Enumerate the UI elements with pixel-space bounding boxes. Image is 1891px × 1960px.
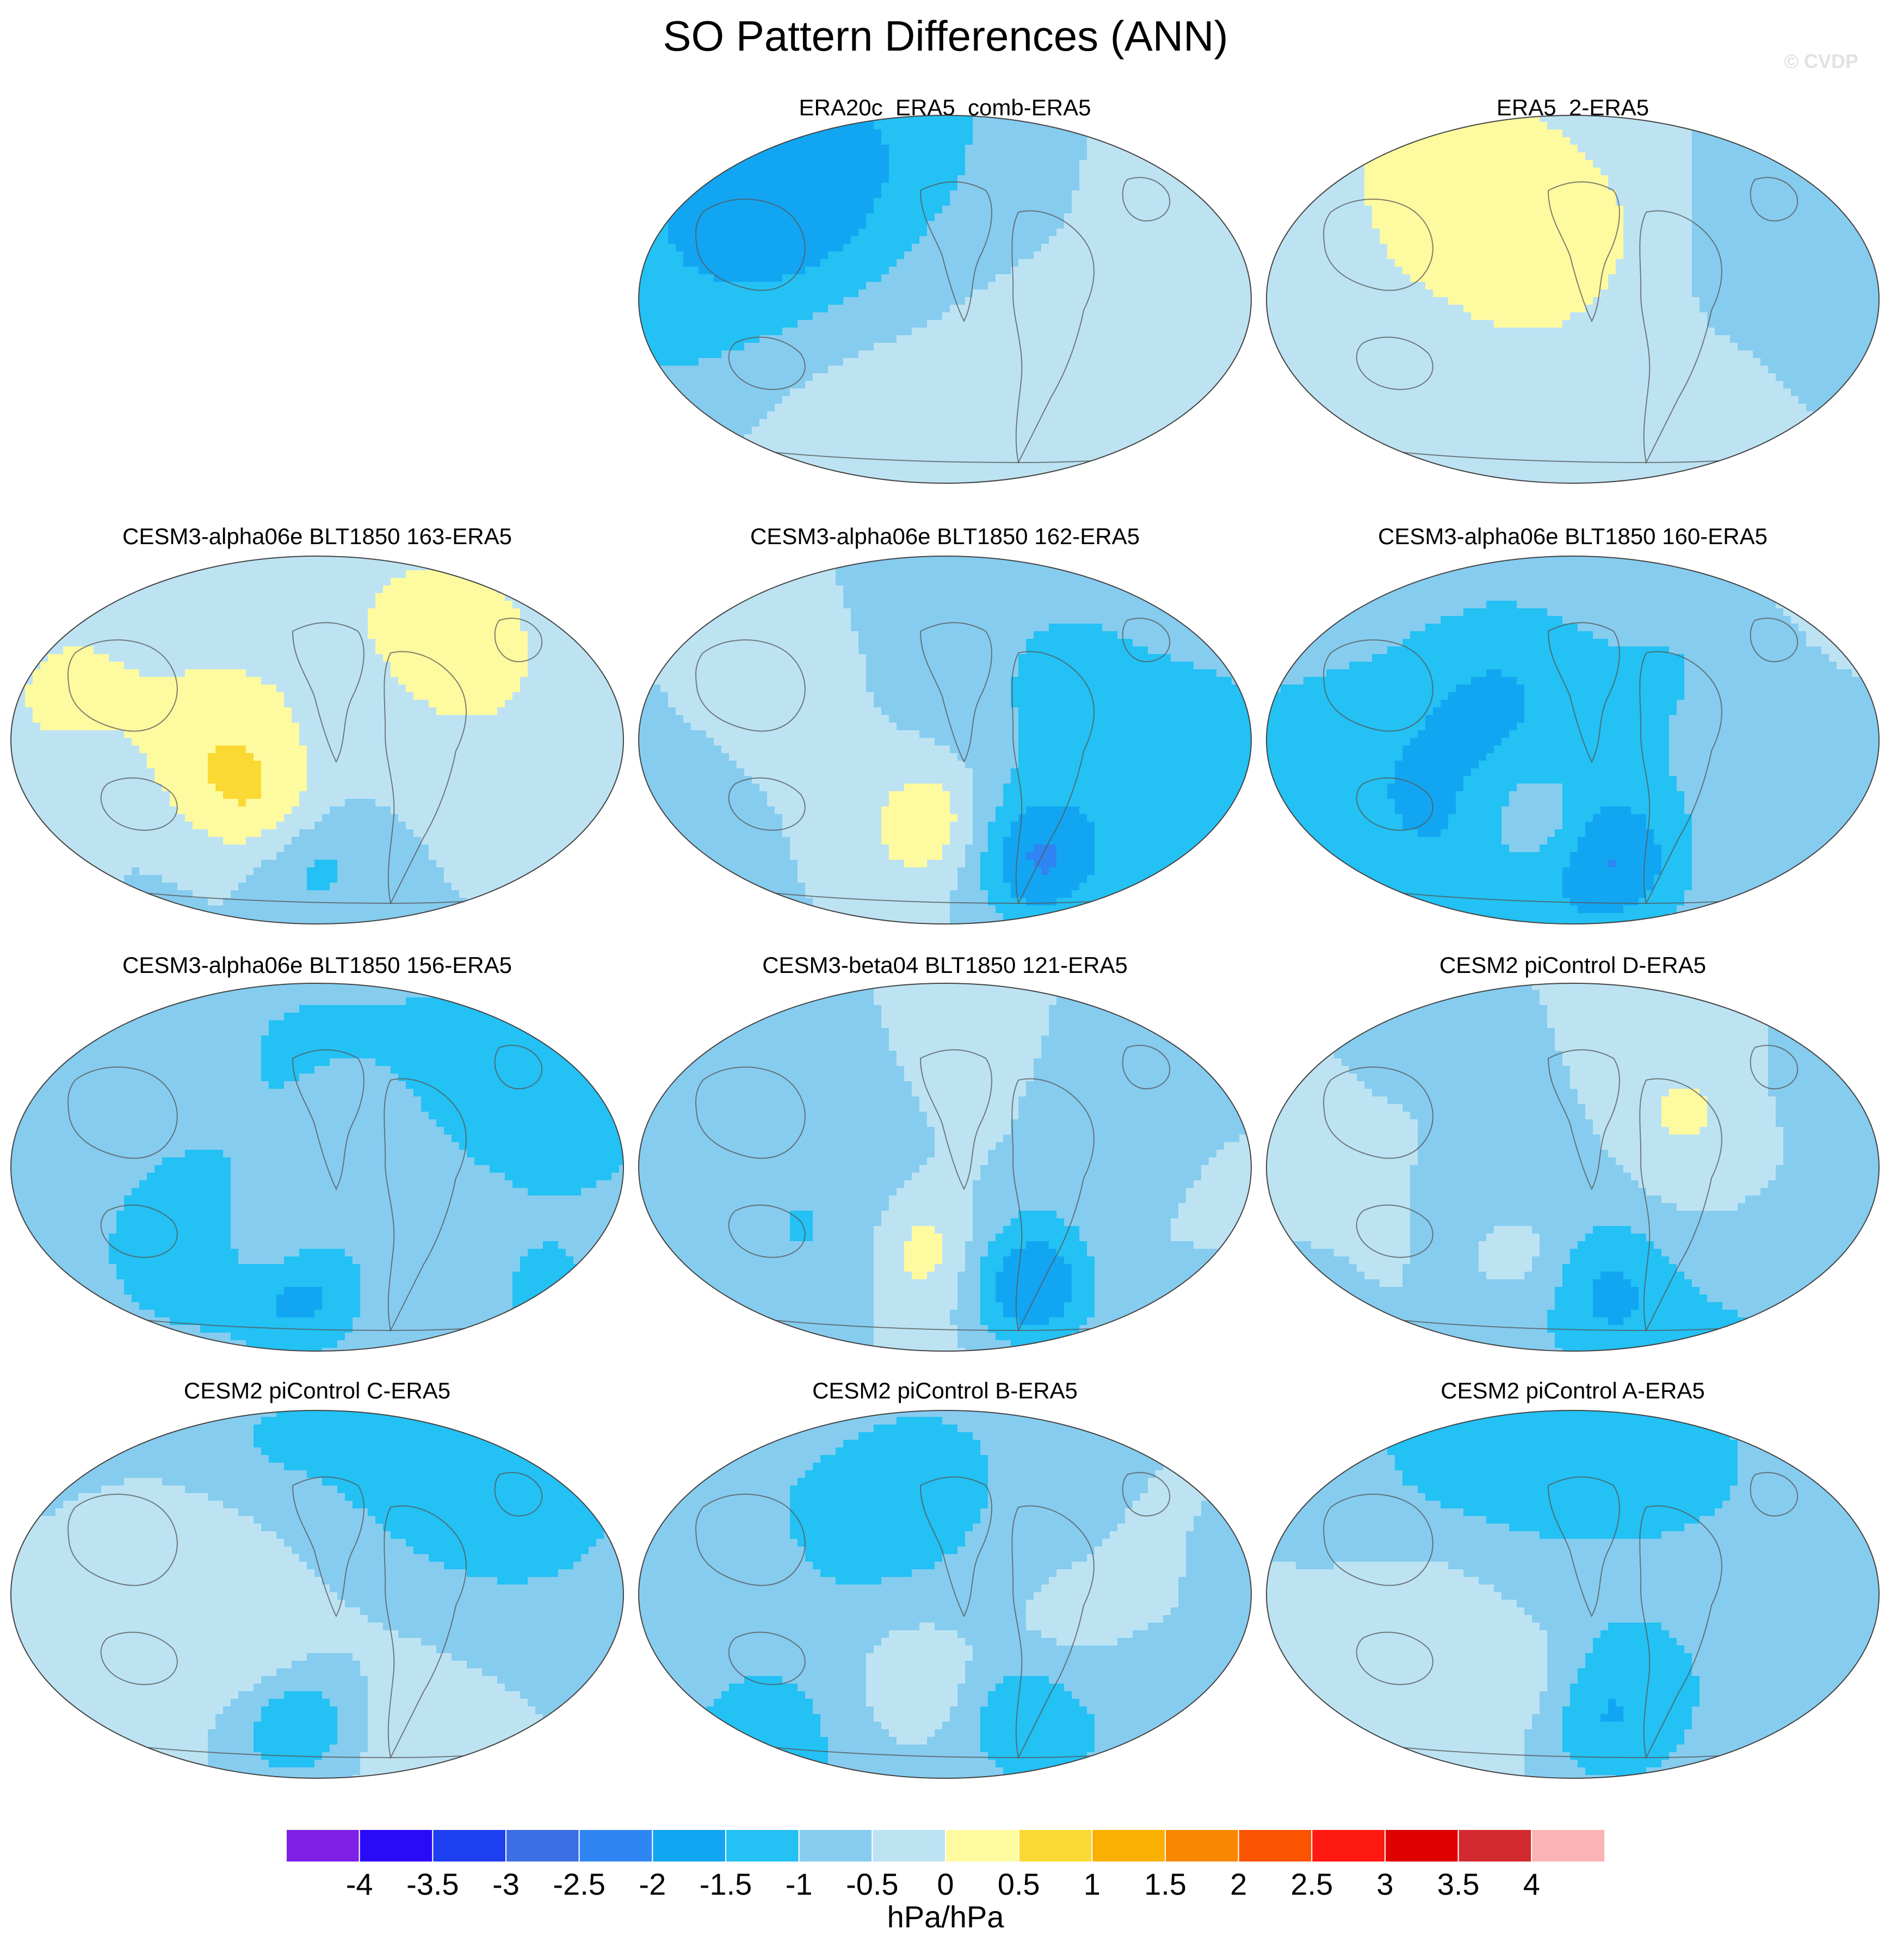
colorbar-tick-label: -1.5 [700,1866,752,1902]
map-panel [638,983,1252,1352]
colorbar-tick-label: 0 [937,1866,954,1902]
colorbar-tick-label: -2.5 [553,1866,605,1902]
colorbar-tick-label: 1.5 [1144,1866,1186,1902]
panel-title: CESM3-alpha06e BLT1850 163-ERA5 [2,522,633,551]
map-border [1266,1410,1880,1779]
colorbar-tick-label: -3.5 [406,1866,459,1902]
colorbar-swatch-16 [1457,1829,1532,1862]
panel-title: CESM3-beta04 BLT1850 121-ERA5 [629,951,1260,979]
map-panel [1266,1410,1880,1779]
map-border [1266,983,1880,1352]
panel-title: CESM2 piControl D-ERA5 [1257,951,1888,979]
colorbar-swatch-5 [652,1829,726,1862]
colorbar-swatch-14 [1311,1829,1386,1862]
panel-title: CESM2 piControl B-ERA5 [629,1377,1260,1405]
colorbar-tick-label: 4 [1523,1866,1540,1902]
cvdp-watermark: © CVDP [1784,50,1858,73]
colorbar-swatch-10 [1018,1829,1093,1862]
map-border [10,1410,624,1779]
panel-title: CESM3-alpha06e BLT1850 162-ERA5 [629,522,1260,551]
map-border [638,556,1252,924]
colorbar-swatch-2 [432,1829,507,1862]
colorbar-tick-label: -0.5 [846,1866,899,1902]
map-border [1266,115,1880,484]
colorbar-swatch-17 [1531,1829,1605,1862]
figure-title: SO Pattern Differences (ANN) [0,10,1891,62]
colorbar-tick-label: -2 [639,1866,666,1902]
colorbar-tick-label: 2.5 [1290,1866,1333,1902]
map-panel [10,556,624,924]
map-border [638,983,1252,1352]
map-border [638,115,1252,484]
colorbar-tick-label: 1 [1084,1866,1101,1902]
colorbar [286,1829,1605,1862]
colorbar-swatch-13 [1238,1829,1313,1862]
map-panel [638,115,1252,484]
colorbar-swatch-1 [359,1829,434,1862]
map-panel [638,1410,1252,1779]
panel-title: CESM3-alpha06e BLT1850 160-ERA5 [1257,522,1888,551]
map-border [638,1410,1252,1779]
map-panel [10,1410,624,1779]
colorbar-tick-label: -4 [346,1866,373,1902]
colorbar-swatch-7 [798,1829,873,1862]
map-border [10,556,624,924]
panel-title: CESM2 piControl A-ERA5 [1257,1377,1888,1405]
colorbar-swatch-15 [1385,1829,1459,1862]
map-panel [10,983,624,1352]
colorbar-swatch-0 [286,1829,360,1862]
panel-title: CESM3-alpha06e BLT1850 156-ERA5 [2,951,633,979]
map-border [1266,556,1880,924]
map-border [10,983,624,1352]
map-panel [1266,115,1880,484]
colorbar-swatch-6 [725,1829,800,1862]
colorbar-tick-label: 3 [1376,1866,1393,1902]
colorbar-tick-label: 3.5 [1437,1866,1480,1902]
colorbar-tick-label: -1 [786,1866,813,1902]
colorbar-tick-label: -3 [492,1866,520,1902]
map-panel [1266,983,1880,1352]
map-panel [638,556,1252,924]
colorbar-units: hPa/hPa [0,1899,1891,1935]
colorbar-swatch-3 [505,1829,580,1862]
colorbar-tick-label: 0.5 [998,1866,1040,1902]
colorbar-swatch-11 [1091,1829,1166,1862]
map-panel [1266,556,1880,924]
colorbar-swatch-8 [872,1829,947,1862]
colorbar-swatch-12 [1165,1829,1239,1862]
colorbar-swatch-9 [945,1829,1019,1862]
colorbar-tick-label: 2 [1230,1866,1247,1902]
panel-title: CESM2 piControl C-ERA5 [2,1377,633,1405]
colorbar-swatch-4 [578,1829,653,1862]
